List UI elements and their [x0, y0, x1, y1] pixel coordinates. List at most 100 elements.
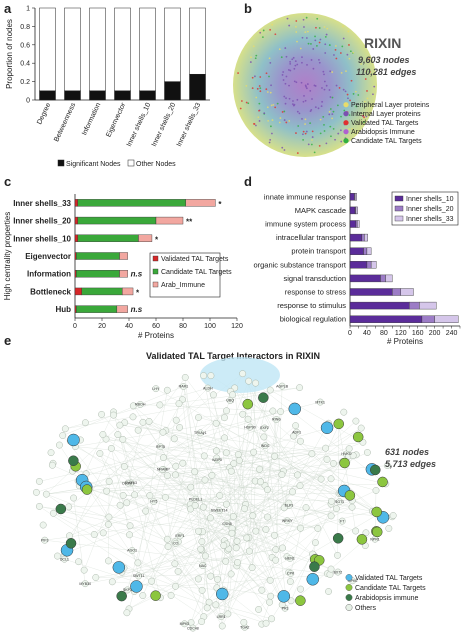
network-b-node — [303, 94, 305, 97]
network-e-node-label: INDC — [261, 444, 270, 448]
network-b-node — [313, 151, 316, 154]
d-category-label: protein transport — [291, 247, 347, 256]
network-e-node-other — [212, 419, 220, 427]
network-e-node-other — [302, 504, 310, 511]
d-category-label: intracellular transport — [276, 233, 347, 242]
d-category-label: innate immune response — [264, 192, 346, 201]
network-e-node-candidate — [150, 590, 161, 601]
network-e-edge — [249, 383, 256, 552]
network-e-node-other — [308, 450, 316, 458]
network-b-node — [311, 139, 313, 141]
network-e-legend-dot — [345, 604, 353, 611]
network-b-node — [304, 118, 307, 121]
network-b-node — [280, 56, 283, 59]
network-b-node — [283, 119, 286, 121]
a-x-tick-label: Eigenvector — [105, 101, 127, 138]
network-e-edge — [236, 459, 328, 542]
d-bar-segment — [349, 220, 357, 228]
network-e-node-other — [49, 461, 56, 469]
network-b-node — [340, 72, 343, 74]
network-e-node-immune — [332, 533, 344, 544]
network-b-node — [289, 69, 292, 72]
network-e-node-other — [261, 442, 269, 450]
network-e-edge — [190, 590, 203, 623]
network-e-title: Validated TAL Target Interactors in RIXI… — [146, 351, 320, 361]
network-b-node-count: 9,603 nodes — [358, 55, 410, 65]
network-b-node — [373, 85, 376, 88]
network-b-node — [311, 98, 313, 100]
c-x-tick-label: 120 — [231, 323, 243, 330]
network-e-node-other — [280, 504, 288, 512]
network-e-node-other — [228, 529, 236, 537]
network-b-node — [320, 105, 323, 107]
network-b-node — [318, 61, 321, 64]
d-bar-segment — [349, 301, 410, 310]
network-e-node-other — [180, 383, 187, 390]
network-e-edge — [128, 410, 227, 484]
network-e-node-other — [129, 413, 137, 421]
d-bar-segment — [355, 206, 358, 215]
network-e-node-validated — [216, 587, 229, 601]
network-b-node — [305, 130, 308, 133]
network-e-node-other — [255, 606, 263, 613]
network-b-node — [274, 33, 277, 36]
network-e-node-other — [229, 513, 237, 520]
network-b-node — [291, 58, 294, 61]
network-e-edge — [264, 428, 287, 598]
d-bar-segment — [366, 247, 372, 255]
network-b-node — [254, 57, 257, 60]
network-b-node — [240, 100, 243, 102]
network-e-node-other — [195, 414, 202, 421]
network-e-node-other — [261, 424, 268, 432]
network-b-node — [323, 123, 325, 126]
network-b-node — [315, 26, 317, 29]
network-e-node-other — [322, 444, 330, 452]
c-bar-segment — [74, 199, 78, 207]
network-e-edge — [255, 478, 332, 532]
network-b-node — [293, 67, 296, 70]
c-category-label: Eigenvector — [25, 252, 71, 261]
network-b: RIXIN 9,603 nodes 110,281 edges Peripher… — [233, 13, 430, 157]
network-b-node — [350, 79, 353, 82]
d-bar-segment — [349, 288, 393, 296]
network-b-node — [314, 39, 317, 42]
d-bar-segment — [400, 288, 414, 296]
c-bar-segment — [119, 270, 128, 278]
network-e-node-other — [258, 586, 266, 594]
network-e-node-other — [224, 610, 232, 618]
network-e-node-other — [198, 618, 206, 625]
network-e-node-other — [176, 424, 184, 431]
network-e-node-label: ERF1 — [175, 534, 184, 538]
network-e-node-immune — [55, 503, 67, 515]
network-b-node — [328, 113, 331, 116]
network-e-node-other — [330, 460, 337, 467]
network-b-node — [301, 56, 303, 59]
network-b-node — [340, 115, 342, 118]
network-b-node — [259, 76, 262, 78]
c-legend-swatch — [152, 268, 159, 275]
network-b-node — [304, 123, 306, 125]
network-e-edge — [142, 394, 233, 596]
d-legend-label: Inner shells_10 — [406, 196, 454, 203]
d-bar-segment — [385, 274, 393, 283]
network-e-node-other — [160, 454, 167, 462]
d-category-label: response to stimulus — [277, 301, 346, 310]
network-e-node-validated — [67, 433, 80, 447]
network-b-node — [281, 74, 284, 76]
network-e-node-other — [145, 417, 153, 425]
network-b-node — [339, 129, 342, 132]
network-e-labels: bZIP3 SWT13 TFIIAγ1 SWT11 OsCMT NRAMP EXF2 ADF1… — [41, 384, 380, 630]
network-e-node-other — [209, 391, 217, 399]
c-x-tick-label: 40 — [125, 323, 133, 330]
c-bar-segment — [74, 234, 78, 242]
c-x-tick-label: 100 — [204, 323, 216, 330]
network-e-node-label: MPK6 — [348, 579, 358, 583]
network-e-nodes — [32, 370, 397, 632]
network-e-node-other — [198, 586, 206, 594]
network-b-node — [284, 102, 287, 105]
network-e-node-candidate — [371, 506, 382, 518]
network-e-node-other — [252, 527, 260, 535]
network-b-node — [334, 45, 337, 47]
network-b-node — [329, 125, 332, 128]
network-e-node-label: BX72 — [333, 570, 342, 574]
